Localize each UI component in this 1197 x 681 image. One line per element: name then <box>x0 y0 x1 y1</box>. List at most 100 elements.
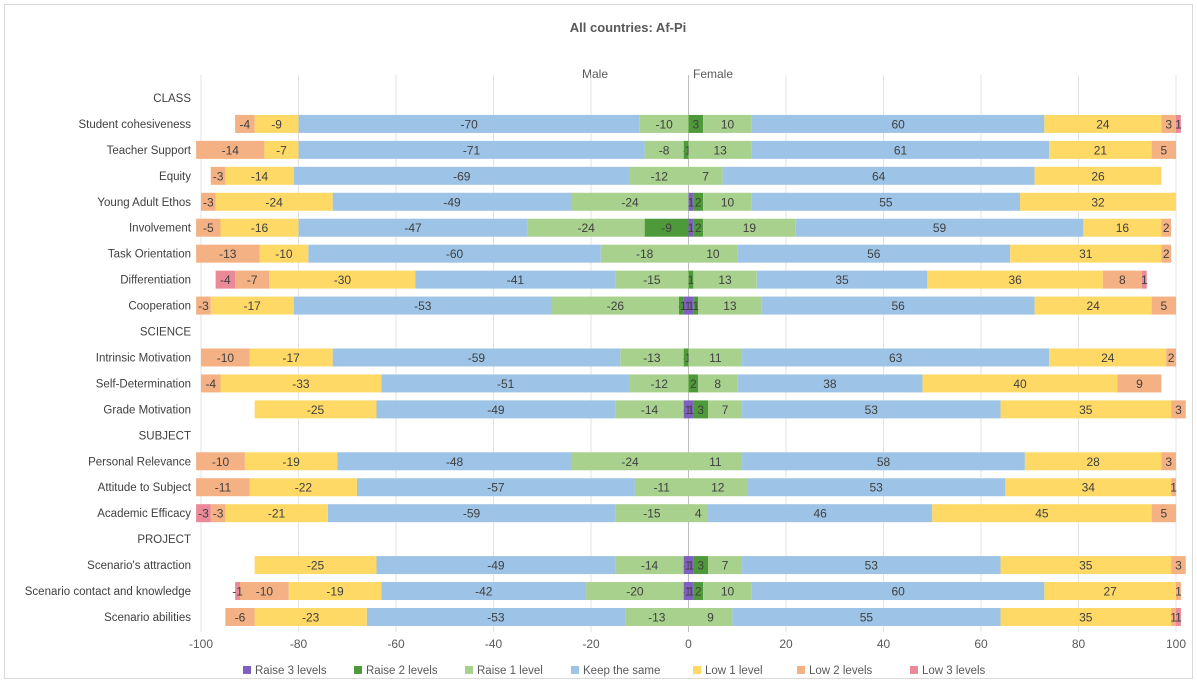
category-label: Academic Efficacy <box>97 508 191 520</box>
data-label: 28 <box>1086 455 1100 469</box>
legend-entry: Low 3 levels <box>922 665 986 677</box>
bar-segment <box>600 244 689 263</box>
data-label: 21 <box>1094 143 1108 157</box>
data-label: -1 <box>676 299 687 313</box>
bar-segment <box>703 582 752 601</box>
data-label: 26 <box>1091 169 1105 183</box>
data-label: 64 <box>872 169 886 183</box>
data-label: 2 <box>695 195 702 209</box>
data-label: 36 <box>1008 273 1022 287</box>
x-tick-label: -40 <box>485 637 503 651</box>
bar-segment <box>1171 556 1186 575</box>
data-label: 7 <box>722 403 729 417</box>
bar-segment <box>688 400 694 419</box>
bar-segment <box>688 582 694 601</box>
data-label: 16 <box>1116 221 1130 235</box>
bar-segment <box>235 114 255 133</box>
category-label: Young Adult Ethos <box>97 197 191 209</box>
category-label: Teacher Support <box>107 145 192 157</box>
bar-segment <box>708 504 933 523</box>
bar-segment <box>630 166 689 185</box>
data-label: -12 <box>651 169 669 183</box>
data-label: -25 <box>307 403 325 417</box>
bar-segment <box>1161 218 1172 237</box>
bar-segment <box>751 140 1050 159</box>
bar-segment <box>688 556 694 575</box>
data-label: 5 <box>1160 299 1167 313</box>
bar-segment <box>225 504 328 523</box>
bar-segment <box>235 582 240 601</box>
data-label: 8 <box>714 377 721 391</box>
bar-segment <box>708 556 743 575</box>
bar-segment <box>1005 478 1172 497</box>
bar-segment <box>225 166 294 185</box>
data-label: 35 <box>1079 403 1093 417</box>
data-label: -69 <box>453 169 471 183</box>
category-label: Intrinsic Motivation <box>96 352 191 364</box>
data-label: 3 <box>1175 403 1182 417</box>
bar-segment <box>615 270 689 289</box>
bar-segment <box>254 400 377 419</box>
bar-segment <box>688 244 738 263</box>
bar-segment <box>381 582 587 601</box>
bar-segment <box>1010 244 1162 263</box>
data-label: -4 <box>205 377 216 391</box>
data-label: -42 <box>475 585 493 599</box>
x-tick-label: 40 <box>877 637 891 651</box>
data-label: -33 <box>292 377 310 391</box>
data-label: -9 <box>271 117 282 131</box>
data-label: 1 <box>688 585 695 599</box>
data-label: -12 <box>651 377 669 391</box>
bar-segment <box>703 114 752 133</box>
data-label: 1 <box>688 559 695 573</box>
legend-entry: Keep the same <box>583 665 660 677</box>
bar-segment <box>722 166 1035 185</box>
bar-segment <box>742 400 1001 419</box>
data-label: 60 <box>891 585 905 599</box>
bar-segment <box>693 582 704 601</box>
data-label: 56 <box>867 247 881 261</box>
chart-title: All countries: Af-Pi <box>570 20 687 35</box>
data-label: -22 <box>295 481 313 495</box>
bar-segment <box>737 374 923 393</box>
section-header-label: CLASS <box>153 93 191 105</box>
bar-segment <box>688 192 694 211</box>
chart-frame: All countries: Af-Pi Male Female -10 -70-… <box>4 4 1193 679</box>
data-label: 10 <box>721 585 735 599</box>
bar-segment <box>742 348 1050 367</box>
data-label: 10 <box>721 117 735 131</box>
bar-segment <box>254 607 367 626</box>
data-label: -7 <box>247 273 258 287</box>
bar-segment <box>298 114 640 133</box>
legend-entry: Low 1 level <box>705 665 763 677</box>
bar-segment <box>1171 400 1186 419</box>
data-label: -25 <box>307 559 325 573</box>
bar-segment <box>1024 452 1162 471</box>
data-label: -3 <box>198 507 209 521</box>
data-label: 1 <box>688 403 695 417</box>
data-label: 19 <box>743 221 757 235</box>
data-label: 12 <box>711 481 725 495</box>
bar-segment <box>1166 348 1176 367</box>
data-label: -24 <box>621 455 639 469</box>
data-label: 13 <box>714 143 728 157</box>
bar-segment <box>259 244 309 263</box>
bar-segment <box>703 218 796 237</box>
bar-segment <box>732 607 1001 626</box>
bar-segment <box>293 166 630 185</box>
data-label: -57 <box>487 481 505 495</box>
bar-segment <box>742 556 1001 575</box>
data-label: -3 <box>213 169 224 183</box>
data-label: -23 <box>302 610 320 624</box>
category-labels: CLASS Student cohesiveness Teacher Support… <box>25 93 192 624</box>
data-label: -41 <box>507 273 525 287</box>
section-header-label: PROJECT <box>137 534 191 546</box>
data-label: 35 <box>835 273 849 287</box>
data-label: 13 <box>723 299 737 313</box>
bars: -10-70-9-4 3 10 60 24 3 1-1-8-71-7-14 13 61 21 5-1… <box>196 114 1186 626</box>
x-tick-label: -20 <box>582 637 600 651</box>
data-label: 27 <box>1104 585 1118 599</box>
data-label: 1 <box>1175 585 1182 599</box>
data-label: -6 <box>235 610 246 624</box>
bar-segment <box>795 218 1084 237</box>
